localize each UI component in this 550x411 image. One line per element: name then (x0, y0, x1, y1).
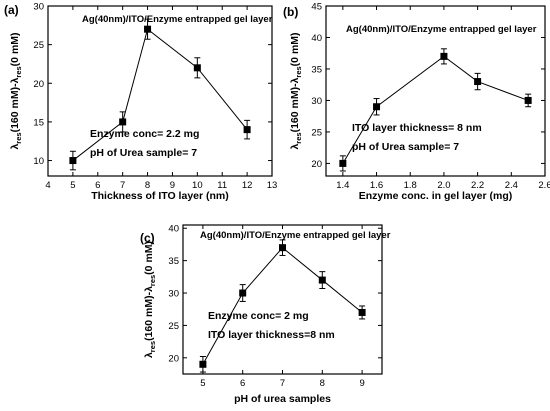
y-tick-label: 30 (168, 289, 179, 300)
y-axis-label-part: res (294, 66, 303, 77)
x-tick-label: 8 (145, 180, 150, 191)
x-tick-label: 2.2 (471, 180, 484, 191)
x-tick-label: 1.4 (336, 180, 349, 191)
annotation-text: pH of Urea sample= 7 (352, 141, 459, 153)
x-tick-label: 1.6 (370, 180, 383, 191)
y-axis-label-part: (0 mM) (143, 241, 155, 275)
chart-title: Ag(40nm)/ITO/Enzyme entrapped gel layer (82, 14, 273, 25)
data-point (373, 103, 381, 111)
y-tick-label: 40 (168, 224, 179, 235)
data-point (339, 159, 347, 167)
y-axis-label-part: (160 mM)-λ (9, 77, 21, 132)
x-axis-label: pH of urea samples (234, 393, 331, 405)
annotation-text: Enzyme conc= 2.2 mg (90, 128, 199, 140)
data-point (144, 25, 152, 33)
x-tick-label: 4 (45, 180, 50, 191)
x-tick-label: 10 (192, 180, 203, 191)
y-axis-label-part: res (14, 132, 23, 143)
y-tick-label: 20 (311, 159, 322, 170)
data-point (358, 308, 366, 316)
y-tick-label: 30 (33, 2, 44, 13)
x-tick-label: 13 (267, 180, 278, 191)
chart-panel-2: 1.4 1.6 1.8 2.0 2.2 2.4 2.6 20 25 30 35 40 45 Enzyme … (283, 2, 550, 203)
x-tick-label: 8 (320, 378, 325, 389)
x-tick-label: 12 (242, 180, 253, 191)
y-axis-label-part: res (148, 341, 157, 352)
series-line (202, 246, 363, 365)
x-tick-label: 2.0 (437, 180, 450, 191)
annotation-text: ITO layer thickness=8 nm (208, 329, 335, 341)
y-tick-label: 10 (33, 156, 44, 167)
plot-frame (47, 5, 273, 177)
y-tick-label: 35 (311, 64, 322, 75)
data-point (474, 78, 482, 86)
data-point (199, 360, 207, 368)
chart-title: Ag(40nm)/ITO/Enzyme entrapped gel layer (346, 24, 537, 35)
x-tick-label: 6 (240, 378, 245, 389)
data-point (243, 126, 251, 134)
x-tick-label: 2.6 (538, 180, 550, 191)
y-tick-label: 25 (311, 127, 322, 138)
y-tick-label: 20 (33, 79, 44, 90)
y-tick-label: 40 (311, 33, 322, 44)
y-tick-label: 20 (168, 353, 179, 364)
panel-label: (b) (283, 5, 298, 19)
y-tick-label: 15 (33, 117, 44, 128)
y-axis-label-part: res (294, 132, 303, 143)
y-tick-label: 35 (168, 256, 179, 267)
annotation-text: pH of Urea sample= 7 (90, 147, 197, 159)
data-point (119, 118, 127, 126)
x-tick-label: 9 (170, 180, 175, 191)
x-tick-label: 7 (280, 378, 285, 389)
y-axis-label-part: λ (289, 144, 301, 150)
y-tick-label: 25 (33, 40, 44, 51)
y-tick-label: 25 (168, 321, 179, 332)
data-point (239, 289, 247, 297)
x-tick-label: 11 (217, 180, 227, 191)
data-point (279, 244, 286, 252)
data-point (524, 96, 532, 104)
data-point (69, 157, 77, 165)
annotation-text: Enzyme conc= 2 mg (208, 310, 309, 322)
x-tick-label: 6 (95, 180, 100, 191)
y-tick-label: 45 (311, 2, 322, 13)
y-axis-label-part: (0 mM) (289, 32, 301, 66)
x-tick-label: 9 (359, 378, 364, 389)
panel-label: (a) (4, 3, 19, 17)
x-tick-label: 7 (120, 180, 125, 191)
x-tick-label: 5 (200, 378, 205, 389)
y-axis-label-part: (0 mM) (9, 32, 21, 66)
data-point (193, 64, 201, 72)
x-tick-label: 5 (70, 180, 75, 191)
annotation-text: ITO layer thickness= 8 nm (352, 122, 482, 134)
x-axis-label: Enzyme conc. in gel layer (mg) (359, 190, 512, 202)
panel-label: (c) (140, 231, 155, 245)
data-point (440, 52, 448, 60)
chart-title: Ag(40nm)/ITO/Enzyme entrapped gel layer (200, 230, 391, 241)
chart-panel-1: 4 5 6 7 8 9 10 11 12 13 10 15 20 25 30 Thickness of ITO… (4, 2, 277, 203)
y-axis-label-part: res (148, 275, 157, 286)
y-tick-label: 30 (311, 96, 322, 107)
y-axis-label-part: (160 mM)-λ (143, 286, 155, 341)
y-axis-label: λres(160 mM)-λres(0 mM) (9, 32, 23, 149)
x-tick-label: 1.8 (404, 180, 417, 191)
plot-frame (325, 5, 546, 177)
y-axis-label-part: λ (143, 352, 155, 358)
x-axis-label: Thickness of ITO layer (nm) (91, 190, 229, 202)
y-axis-label: λres(160 mM)-λres(0 mM) (289, 32, 303, 149)
data-point (318, 276, 326, 284)
x-tick-label: 2.4 (505, 180, 518, 191)
y-axis-label: λres(160 mM)-λres(0 mM) (143, 241, 157, 358)
y-axis-label-part: res (14, 66, 23, 77)
y-axis-label-part: (160 mM)-λ (289, 77, 301, 132)
series-line (72, 28, 248, 161)
y-axis-label-part: λ (9, 144, 21, 150)
